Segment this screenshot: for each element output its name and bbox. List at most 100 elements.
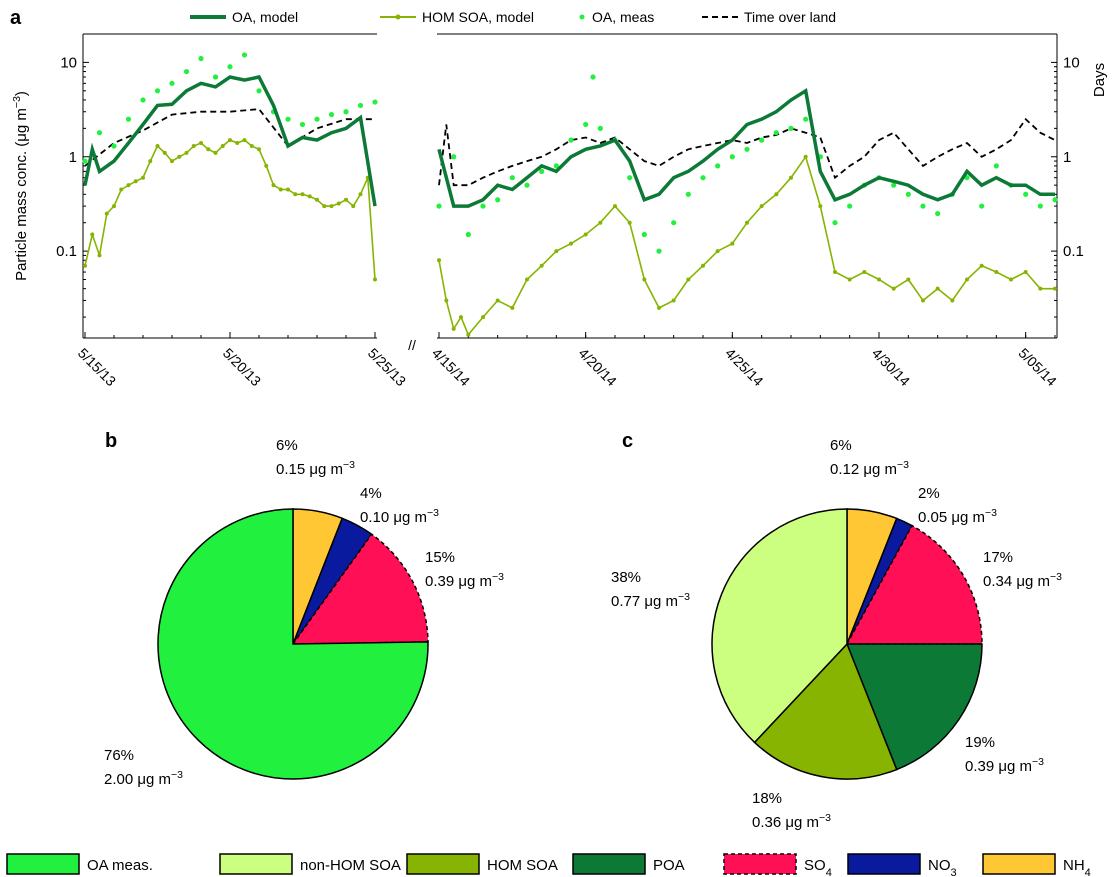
y-tick-label-right: 0.1 xyxy=(1063,243,1084,260)
point-hom-soa xyxy=(351,204,356,209)
point-hom-soa xyxy=(278,187,283,192)
point-hom-soa xyxy=(104,211,109,216)
slice-value-label: 0.39 μg m−3 xyxy=(965,756,1044,775)
point-hom-soa xyxy=(539,263,544,268)
point-oa-meas xyxy=(285,116,291,122)
slice-value-label: 2.00 μg m−3 xyxy=(104,769,183,788)
point-hom-soa xyxy=(481,315,485,320)
point-hom-soa xyxy=(459,315,463,320)
point-hom-soa xyxy=(444,298,449,303)
point-hom-soa xyxy=(525,277,529,282)
legend-swatch xyxy=(847,853,921,875)
point-hom-soa xyxy=(220,144,225,149)
panel-label-a: a xyxy=(10,7,22,29)
point-oa-meas xyxy=(891,182,897,188)
pie-slice-hom-soa xyxy=(753,642,898,780)
point-hom-soa xyxy=(451,326,456,331)
slice-percent-label: 19% xyxy=(965,734,995,751)
point-oa-meas xyxy=(744,146,750,152)
point-oa-meas xyxy=(183,68,190,75)
point-oa-meas xyxy=(759,137,765,143)
point-oa-meas xyxy=(436,203,442,209)
legend-item: OA meas. xyxy=(6,853,153,875)
series-hom-soa-model xyxy=(84,139,376,280)
point-hom-soa xyxy=(818,204,823,209)
point-oa-meas xyxy=(905,191,911,197)
point-hom-soa xyxy=(437,258,441,263)
point-hom-soa xyxy=(126,183,131,188)
y-axis-label: Particle mass conc. (μg m−3) xyxy=(11,91,30,281)
bottom-legend: OA meas. non-HOM SOA HOM SOA POA SO4 NO3 NH4 xyxy=(6,853,1091,877)
panel-a: a 0.1 0.1 1 1 10 10 Particle mass conc. (μg m−3… xyxy=(10,7,1108,389)
point-hom-soa xyxy=(170,159,174,164)
point-hom-soa xyxy=(994,270,999,275)
legend-item: NH4 xyxy=(982,853,1091,877)
point-hom-soa xyxy=(950,298,955,303)
slice-value-label: 0.77 μg m−3 xyxy=(611,591,690,610)
slice-percent-label: 15% xyxy=(425,549,455,566)
slice-percent-label: 2% xyxy=(918,485,940,502)
pie-slice-poa xyxy=(845,643,983,771)
point-oa-meas xyxy=(715,163,721,169)
legend-item: NO3 xyxy=(847,853,957,877)
legend-item: non-HOM SOA xyxy=(219,853,401,875)
legend-label: POA xyxy=(653,857,685,874)
slice-percent-label: 4% xyxy=(360,485,382,502)
point-hom-soa xyxy=(569,241,573,246)
legend-item: OA, model xyxy=(190,9,298,25)
point-hom-soa xyxy=(184,150,189,155)
legend-swatch xyxy=(406,853,480,875)
point-oa-meas xyxy=(627,175,633,181)
point-hom-soa xyxy=(344,197,348,202)
point-oa-meas xyxy=(465,231,471,238)
point-oa-meas xyxy=(125,116,132,122)
point-hom-soa xyxy=(90,232,95,237)
slice-value-label: 0.05 μg m−3 xyxy=(918,507,997,526)
legend-swatch xyxy=(6,853,80,875)
point-oa-meas xyxy=(480,203,486,209)
series-time-over-land xyxy=(438,117,1056,187)
point-oa-meas xyxy=(993,163,999,169)
point-oa-meas xyxy=(241,52,248,58)
x-tick-label: 4/20/14 xyxy=(576,345,620,389)
legend-swatch xyxy=(572,853,646,875)
point-oa-meas xyxy=(343,109,349,115)
point-hom-soa xyxy=(322,204,327,209)
x-tick-label: 5/25/13 xyxy=(365,345,409,389)
point-oa-meas xyxy=(803,116,809,122)
pie-slice-so4 xyxy=(845,524,983,645)
legend-label: NO3 xyxy=(928,857,957,877)
pie-slice-oa-meas- xyxy=(157,508,429,780)
x-tick-label: 4/30/14 xyxy=(869,345,913,389)
point-hom-soa xyxy=(701,263,705,268)
point-hom-soa xyxy=(833,270,837,275)
point-hom-soa xyxy=(177,154,182,159)
point-hom-soa xyxy=(162,150,167,155)
point-hom-soa xyxy=(336,201,341,206)
point-hom-soa xyxy=(965,277,969,282)
point-hom-soa xyxy=(921,298,925,303)
panel-label-c: c xyxy=(622,430,633,452)
legend-item: Time over land xyxy=(702,9,836,25)
legend-label: Time over land xyxy=(744,9,836,25)
point-hom-soa xyxy=(373,277,377,282)
point-hom-soa xyxy=(358,192,363,197)
slice-percent-label: 76% xyxy=(104,747,134,764)
point-hom-soa xyxy=(774,192,779,197)
panel-b: b 6% 0.15 μg m−3 4% 0.10 μg m−3 15% 0.39 μg m−… xyxy=(104,430,504,788)
legend-swatch xyxy=(723,853,797,875)
point-oa-meas xyxy=(299,121,306,128)
point-hom-soa xyxy=(228,138,232,143)
point-hom-soa xyxy=(671,298,676,303)
point-hom-soa xyxy=(789,175,793,180)
point-oa-meas xyxy=(212,74,219,80)
point-oa-meas xyxy=(597,125,603,131)
point-hom-soa xyxy=(271,183,276,188)
point-oa-meas xyxy=(773,130,779,136)
y-tick-label-right: 1 xyxy=(1063,149,1071,166)
point-oa-meas xyxy=(832,220,838,226)
point-hom-soa xyxy=(730,241,735,246)
point-oa-meas xyxy=(788,125,794,131)
point-oa-meas xyxy=(641,231,647,238)
